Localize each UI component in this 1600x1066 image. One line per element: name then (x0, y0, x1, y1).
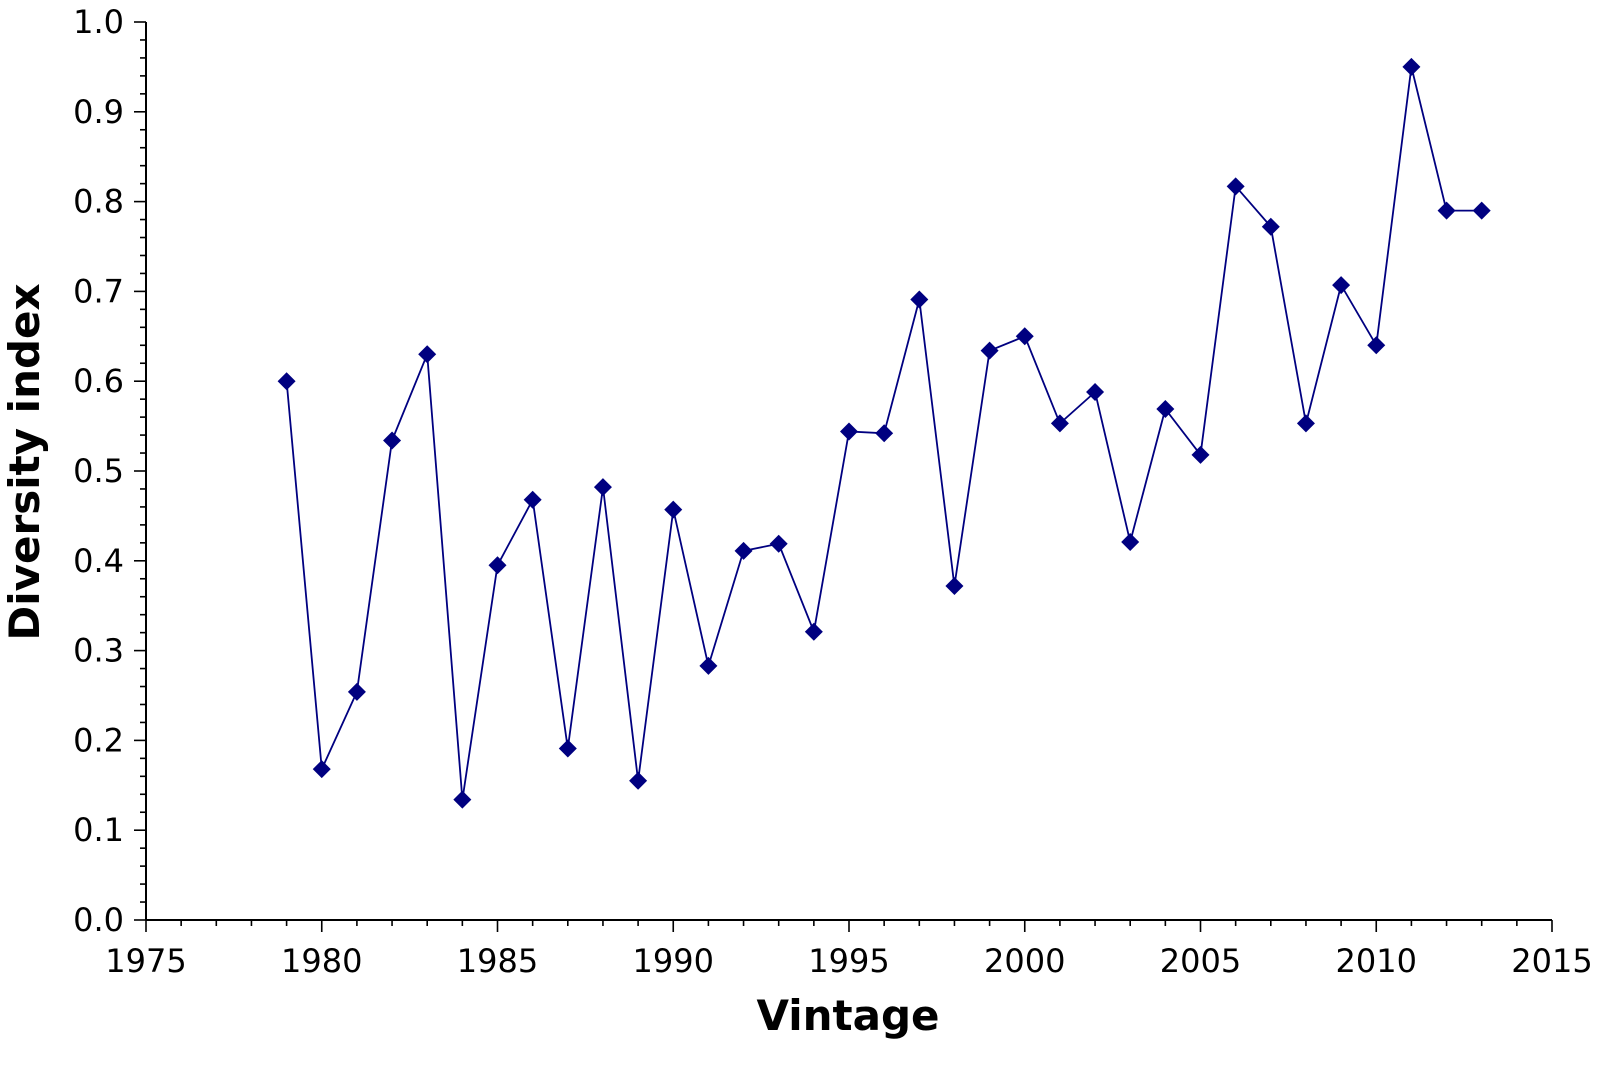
data-point (1015, 327, 1034, 346)
y-tick-label: 0.4 (73, 542, 124, 580)
y-tick-label: 0.9 (73, 93, 124, 131)
data-point (1121, 532, 1140, 551)
x-tick-label: 2015 (1511, 942, 1592, 980)
y-tick-label: 0.2 (73, 721, 124, 759)
data-point (1472, 201, 1491, 220)
data-point (1402, 57, 1421, 76)
data-point (945, 576, 964, 595)
data-point (418, 345, 437, 364)
data-point (629, 771, 648, 790)
data-point (1261, 217, 1280, 236)
data-point (488, 556, 507, 575)
data-point (804, 622, 823, 641)
data-point (1086, 382, 1105, 401)
data-point (840, 422, 858, 441)
data-point (699, 656, 718, 675)
data-point (769, 534, 788, 553)
data-point (453, 790, 472, 809)
data-point (664, 500, 683, 519)
data-point (312, 760, 331, 779)
data-point (1226, 177, 1245, 196)
x-tick-label: 2010 (1336, 942, 1417, 980)
x-tick-label: 1995 (808, 942, 889, 980)
data-point (875, 424, 894, 443)
data-point (558, 739, 577, 758)
x-tick-label: 1985 (457, 942, 538, 980)
y-tick-label: 0.1 (73, 811, 124, 849)
y-axis-title: Diversity index (0, 283, 49, 640)
series-layer (277, 57, 1491, 809)
data-point (277, 372, 296, 391)
data-point (523, 490, 542, 509)
x-axis-title: Vintage (756, 991, 939, 1040)
data-point (734, 541, 753, 560)
data-point (347, 682, 366, 701)
data-point (1156, 400, 1175, 419)
x-tick-labels: 1975 1980 1985 1990 1995 2000 2005 2010 2015 (105, 942, 1592, 980)
x-tick-label: 1975 (105, 942, 186, 980)
y-tick-label: 0.0 (73, 901, 124, 939)
data-point (1296, 414, 1315, 433)
data-point (1332, 276, 1351, 295)
data-point (383, 431, 402, 450)
y-tick-label: 0.6 (73, 362, 124, 400)
y-tick-label: 1.0 (73, 3, 124, 41)
x-tick-label: 2000 (984, 942, 1065, 980)
x-tick-label: 2005 (1160, 942, 1241, 980)
data-point (1191, 445, 1210, 464)
data-point (593, 478, 612, 497)
data-point (980, 341, 999, 360)
y-tick-label: 0.7 (73, 272, 124, 310)
data-point (910, 290, 929, 309)
y-tick-labels: 0.0 0.1 0.2 0.3 0.4 0.5 0.6 0.7 0.8 0.9 1.0 (73, 3, 124, 939)
x-tick-label: 1990 (633, 942, 714, 980)
y-tick-label: 0.3 (73, 632, 124, 670)
y-tick-label: 0.8 (73, 183, 124, 221)
y-tick-label: 0.5 (73, 452, 124, 490)
data-point (1437, 201, 1456, 220)
x-tick-label: 1980 (281, 942, 362, 980)
data-point (1050, 414, 1069, 433)
axis-ticks (134, 21, 1553, 932)
data-point (1367, 336, 1386, 355)
